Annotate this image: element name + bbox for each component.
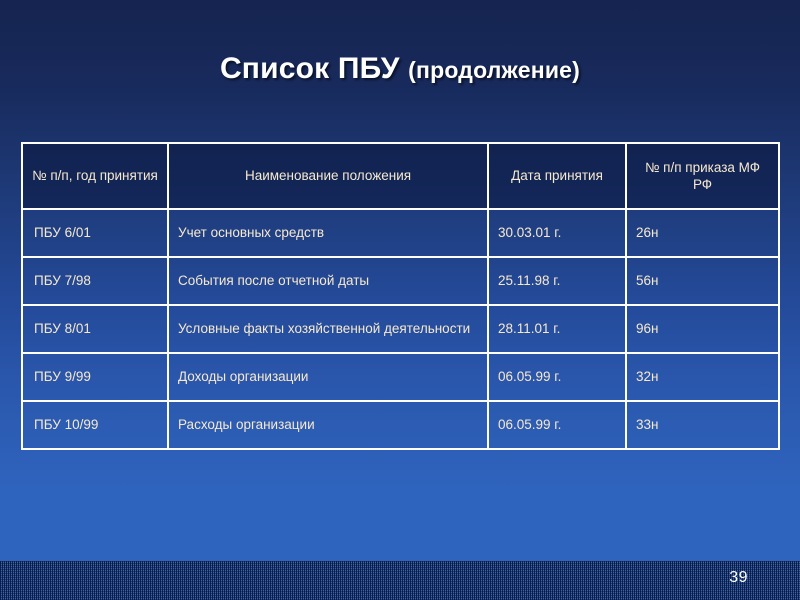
cell-name: Условные факты хозяйственной деятельност… bbox=[167, 304, 489, 354]
cell-date: 06.05.99 г. bbox=[487, 400, 627, 450]
cell-number: ПБУ 10/99 bbox=[21, 400, 169, 450]
page-title-sub: (продолжение) bbox=[408, 57, 581, 83]
cell-order: 56н bbox=[625, 256, 780, 306]
cell-name: События после отчетной даты bbox=[167, 256, 489, 306]
cell-date: 25.11.98 г. bbox=[487, 256, 627, 306]
pbu-table-container: № п/п, год принятия Наименование положен… bbox=[21, 142, 780, 450]
pbu-table: № п/п, год принятия Наименование положен… bbox=[21, 142, 780, 450]
footer-band bbox=[0, 561, 800, 600]
column-header-number: № п/п, год принятия bbox=[21, 142, 169, 210]
cell-name: Доходы организации bbox=[167, 352, 489, 402]
table-header-row: № п/п, год принятия Наименование положен… bbox=[21, 142, 780, 210]
cell-order: 96н bbox=[625, 304, 780, 354]
table-row: ПБУ 10/99 Расходы организации 06.05.99 г… bbox=[21, 400, 780, 450]
cell-number: ПБУ 9/99 bbox=[21, 352, 169, 402]
cell-date: 30.03.01 г. bbox=[487, 208, 627, 258]
table-body: ПБУ 6/01 Учет основных средств 30.03.01 … bbox=[21, 208, 780, 450]
column-header-order: № п/п приказа МФ РФ bbox=[625, 142, 780, 210]
cell-order: 32н bbox=[625, 352, 780, 402]
cell-number: ПБУ 8/01 bbox=[21, 304, 169, 354]
page-number: 39 bbox=[729, 569, 748, 586]
cell-number: ПБУ 6/01 bbox=[21, 208, 169, 258]
cell-name: Учет основных средств bbox=[167, 208, 489, 258]
cell-date: 28.11.01 г. bbox=[487, 304, 627, 354]
column-header-date: Дата принятия bbox=[487, 142, 627, 210]
cell-order: 33н bbox=[625, 400, 780, 450]
table-row: ПБУ 9/99 Доходы организации 06.05.99 г. … bbox=[21, 352, 780, 402]
cell-date: 06.05.99 г. bbox=[487, 352, 627, 402]
page-title-main: Список ПБУ bbox=[219, 52, 400, 85]
table-row: ПБУ 8/01 Условные факты хозяйственной де… bbox=[21, 304, 780, 354]
cell-order: 26н bbox=[625, 208, 780, 258]
page-title: Список ПБУ (продолжение) bbox=[0, 52, 800, 86]
column-header-name: Наименование положения bbox=[167, 142, 489, 210]
table-header: № п/п, год принятия Наименование положен… bbox=[21, 142, 780, 210]
cell-name: Расходы организации bbox=[167, 400, 489, 450]
cell-number: ПБУ 7/98 bbox=[21, 256, 169, 306]
table-row: ПБУ 7/98 События после отчетной даты 25.… bbox=[21, 256, 780, 306]
table-row: ПБУ 6/01 Учет основных средств 30.03.01 … bbox=[21, 208, 780, 258]
